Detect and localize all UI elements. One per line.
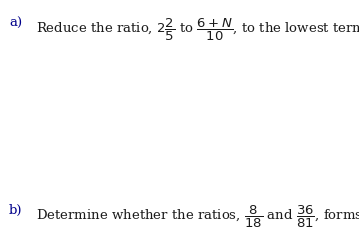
- Text: b): b): [9, 204, 23, 217]
- Text: a): a): [9, 17, 22, 30]
- Text: Determine whether the ratios, $\dfrac{8}{18}$ and $\dfrac{36}{81}$, forms a prop: Determine whether the ratios, $\dfrac{8}…: [36, 204, 359, 230]
- Text: Reduce the ratio, $2\dfrac{2}{5}$ to $\dfrac{6+N}{10}$, to the lowest term.: Reduce the ratio, $2\dfrac{2}{5}$ to $\d…: [36, 17, 359, 43]
